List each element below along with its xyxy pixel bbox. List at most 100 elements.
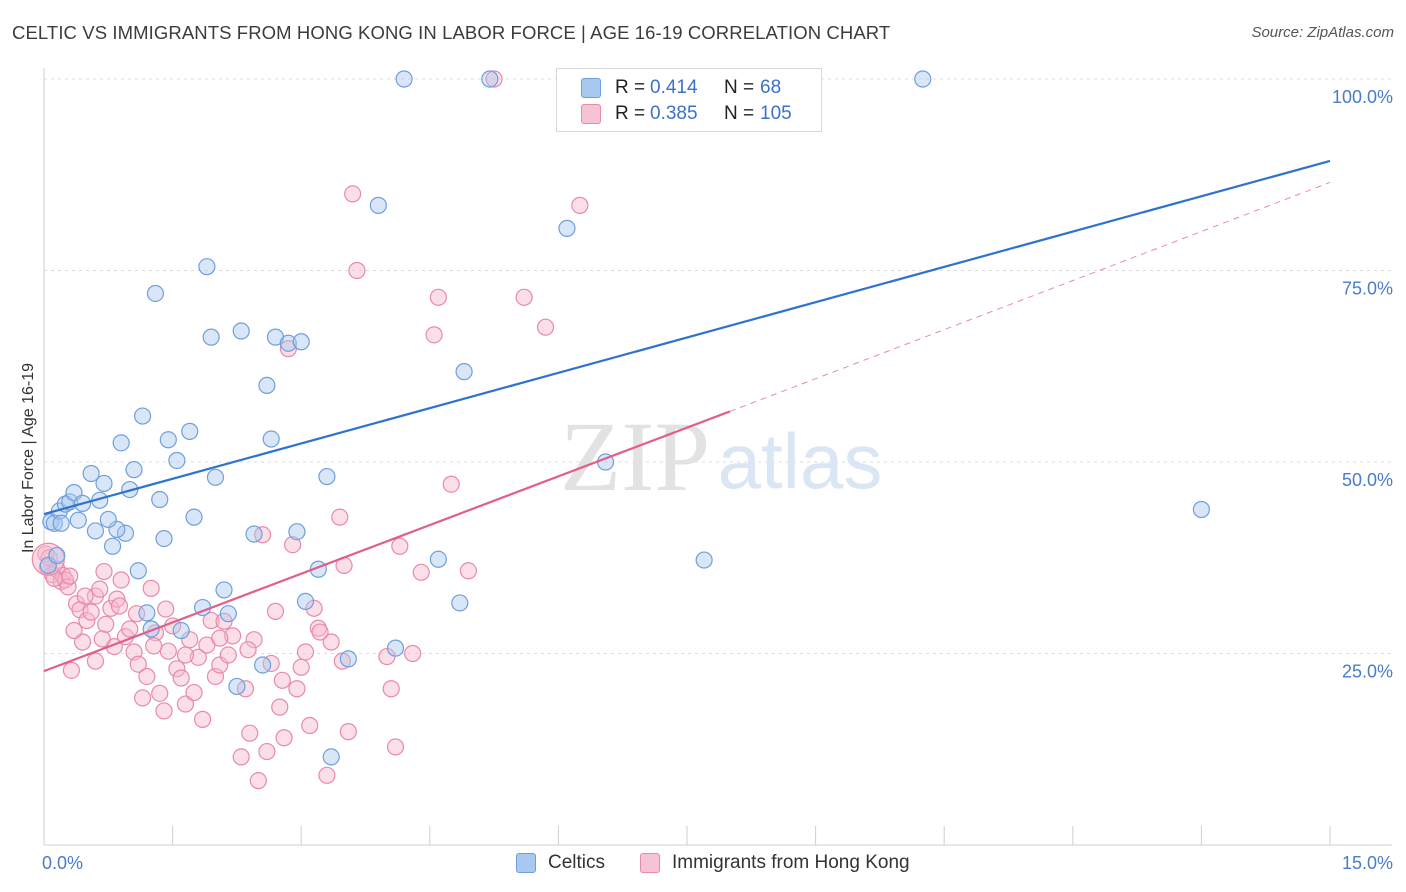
bottom-legend: Celtics Immigrants from Hong Kong — [0, 852, 1406, 878]
celtic-point — [155, 529, 173, 548]
legend-row-celtics: R = 0.414 N = 68 — [557, 75, 821, 101]
chart-title: CELTIC VS IMMIGRANTS FROM HONG KONG IN L… — [12, 22, 891, 43]
hongkong-point — [82, 603, 100, 621]
hongkong-point — [249, 772, 267, 790]
legend-r-value: 0.385 — [650, 103, 698, 124]
celtic-point — [254, 656, 272, 674]
trend-lines — [43, 159, 1331, 673]
celtic-point — [151, 490, 169, 509]
hongkong-point — [344, 185, 362, 203]
hongkong-point — [86, 652, 105, 670]
bottom-legend-label: Celtics — [548, 852, 606, 873]
hongkong-point — [133, 689, 152, 707]
legend-swatch-blue — [581, 78, 601, 98]
hongkong-point — [62, 661, 81, 679]
legend-row-hongkong: R = 0.385 N = 105 — [557, 101, 821, 127]
hongkong-point — [515, 288, 533, 306]
hongkong-point — [266, 602, 285, 620]
hongkong-point — [224, 627, 242, 645]
hongkong-point — [232, 748, 250, 766]
hongkong-point — [318, 766, 336, 784]
hongkong-point — [142, 579, 160, 597]
watermark-zip: ZIP — [560, 401, 710, 512]
celtic-point — [318, 467, 336, 486]
hongkong-point — [296, 643, 315, 661]
legend-r-label: R = — [615, 103, 646, 124]
celtic-point — [138, 604, 156, 622]
celtic-point — [185, 508, 203, 526]
celtic-point — [95, 474, 113, 493]
celtic-point — [455, 363, 473, 381]
x-tick-label: 15.0% — [1342, 853, 1393, 873]
hongkong-point — [348, 261, 366, 280]
celtic-point — [159, 431, 177, 449]
hongkong-point — [288, 680, 306, 698]
hongkong-point — [76, 587, 94, 605]
hongkong-point — [202, 611, 220, 630]
celtic-point — [369, 196, 387, 214]
hongkong-point — [176, 646, 195, 664]
y-tick-label: 25.0% — [1342, 662, 1393, 682]
celtic-point — [296, 592, 315, 611]
hongkong-point — [61, 567, 79, 585]
celtic-point — [395, 70, 413, 88]
celtic-trend-line — [43, 159, 1331, 516]
hongkong-point — [239, 641, 257, 659]
hongkong-point — [73, 633, 92, 651]
hongkong-point — [429, 288, 447, 306]
hongkong-point — [271, 698, 289, 716]
source-label: Source: ZipAtlas.com — [1251, 24, 1394, 41]
legend-n-label: N = — [724, 77, 755, 98]
celtic-point — [219, 605, 237, 623]
celtic-point — [99, 510, 117, 529]
y-tick-label: 100.0% — [1332, 87, 1393, 107]
hongkong-trend-extension — [729, 181, 1331, 412]
hongkong-point — [211, 629, 229, 647]
hongkong-point — [459, 562, 477, 580]
y-tick-label: 50.0% — [1342, 470, 1393, 490]
hongkong-point — [97, 615, 115, 633]
celtic-point — [69, 511, 87, 529]
hongkong-point — [129, 655, 147, 673]
celtic-point — [914, 70, 932, 88]
hongkong-point — [412, 563, 430, 581]
hongkong-point — [91, 580, 109, 598]
hongkong-trend-line — [43, 410, 731, 673]
pink-series-points — [31, 70, 589, 790]
y-axis-label: In Labor Force | Age 16-19 — [20, 363, 37, 553]
hongkong-point — [331, 508, 349, 526]
hongkong-point — [157, 600, 175, 618]
hongkong-point — [311, 623, 329, 641]
celtic-point — [82, 464, 100, 483]
hongkong-point — [151, 684, 169, 702]
hongkong-point — [273, 671, 291, 689]
hongkong-point — [425, 326, 443, 344]
celtic-point — [52, 514, 70, 532]
hongkong-point — [155, 702, 173, 720]
legend-r-value: 0.414 — [650, 77, 698, 98]
hongkong-point — [284, 536, 302, 554]
celtic-point — [228, 677, 246, 696]
hongkong-point — [112, 571, 130, 589]
legend-r-label: R = — [615, 77, 646, 98]
hongkong-point — [404, 644, 422, 663]
x-tick-label: 0.0% — [42, 853, 83, 873]
celtic-point — [168, 451, 186, 470]
bottom-legend-swatch-pink — [640, 853, 660, 873]
celtic-point — [112, 434, 130, 452]
hongkong-point — [485, 70, 503, 88]
celtic-point — [558, 219, 576, 237]
celtic-point — [206, 468, 225, 486]
celtic-point — [198, 258, 216, 276]
celtic-point — [481, 70, 499, 88]
celtic-point — [429, 550, 447, 568]
grid-lines — [44, 78, 1392, 654]
hongkong-point — [176, 695, 195, 713]
celtic-point — [181, 422, 199, 440]
hongkong-point — [571, 196, 589, 214]
celtic-point — [695, 551, 713, 569]
watermark-atlas: atlas — [718, 417, 883, 505]
hongkong-point — [121, 620, 139, 638]
celtic-point — [262, 430, 280, 448]
hongkong-point — [262, 654, 280, 673]
